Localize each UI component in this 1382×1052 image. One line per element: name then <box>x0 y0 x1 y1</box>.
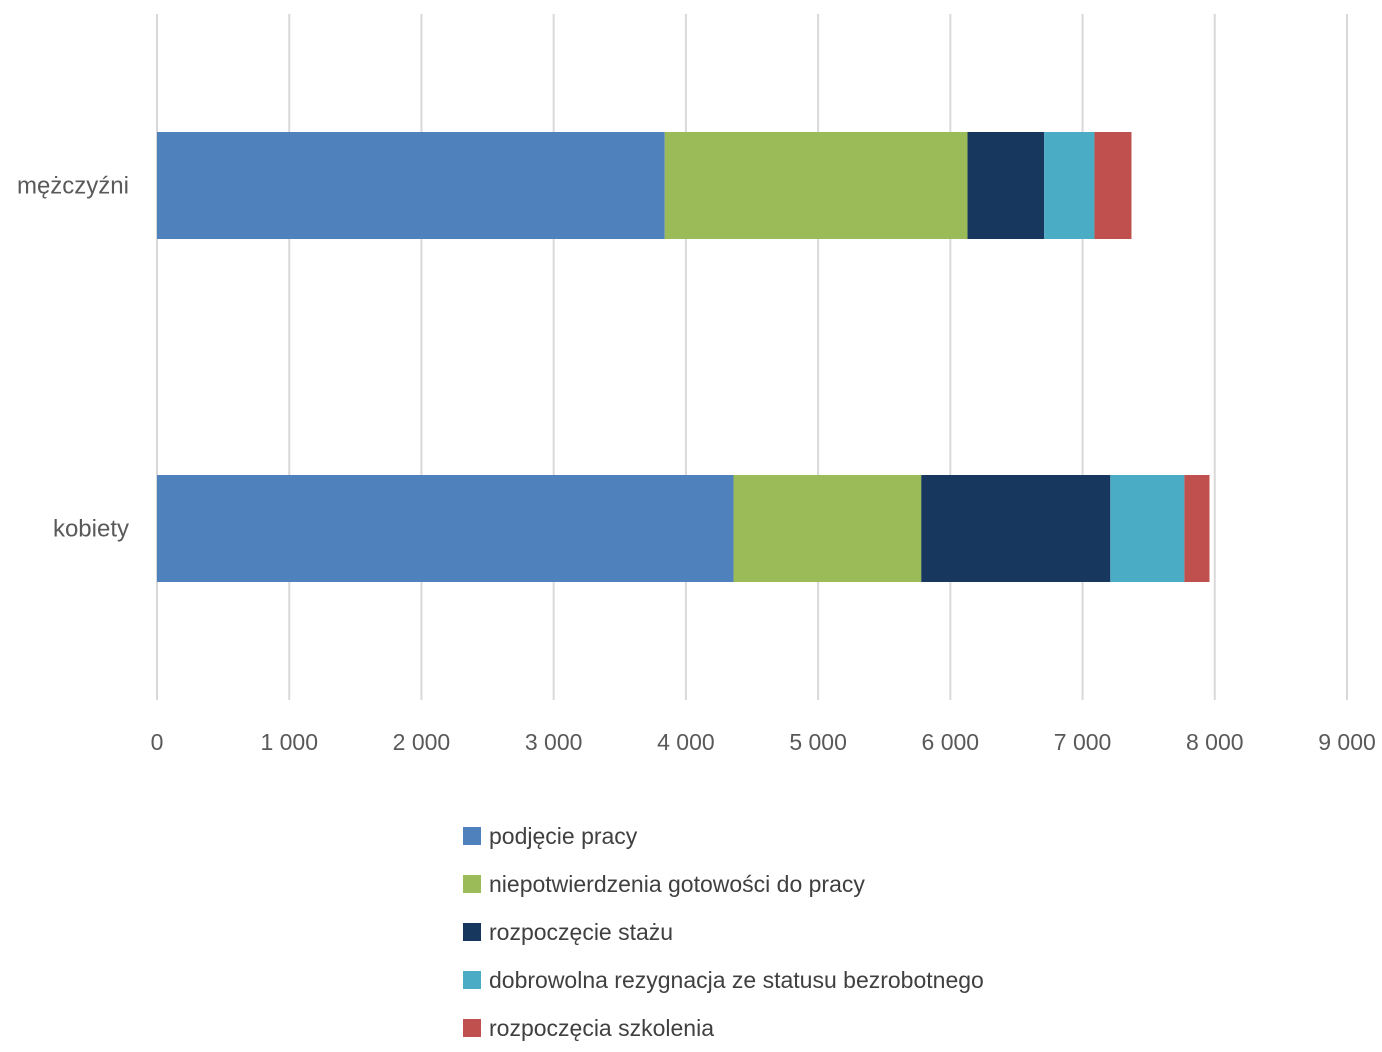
category-label: kobiety <box>53 516 129 543</box>
bar-segment <box>733 475 922 582</box>
bars <box>157 132 1210 582</box>
bar-segment <box>1044 132 1095 239</box>
legend-label: niepotwierdzenia gotowości do pracy <box>489 870 865 897</box>
x-tick-label: 0 <box>151 729 164 755</box>
x-tick-label: 2 000 <box>393 729 451 755</box>
bar-segment <box>664 132 968 239</box>
legend-label: dobrowolna rezygnacja ze statusu bezrobo… <box>489 966 984 993</box>
x-tick-label: 4 000 <box>657 729 715 755</box>
bar-segment <box>157 132 665 239</box>
legend-swatch <box>463 923 481 941</box>
legend-swatch <box>463 827 481 845</box>
x-tick-labels: 0 1 000 2 000 3 000 4 000 5 000 6 000 7 000 8 00… <box>151 729 1376 755</box>
legend-label: podjęcie pracy <box>489 822 638 849</box>
legend-label: rozpoczęcia szkolenia <box>489 1014 715 1041</box>
x-tick-label: 3 000 <box>525 729 583 755</box>
bar-segment <box>921 475 1111 582</box>
x-tick-label: 6 000 <box>922 729 980 755</box>
bar-segment <box>1094 132 1132 239</box>
x-tick-label: 9 000 <box>1318 729 1376 755</box>
legend-item: niepotwierdzenia gotowości do pracy <box>463 860 984 908</box>
bar-segment <box>1110 475 1185 582</box>
stacked-bar-chart: kobiety mężczyźni 0 1 000 2 000 3 000 4 000 5 … <box>17 14 1376 755</box>
category-labels: kobiety mężczyźni <box>17 173 129 543</box>
legend-label: rozpoczęcie stażu <box>489 918 674 945</box>
legend-swatch <box>463 875 481 893</box>
bar-segment <box>967 132 1045 239</box>
bar-segment <box>1184 475 1210 582</box>
legend-item: rozpoczęcie stażu <box>463 908 984 956</box>
legend-item: podjęcie pracy <box>463 812 984 860</box>
category-label: mężczyźni <box>17 173 129 200</box>
bar-segment <box>157 475 734 582</box>
legend: podjęcie pracy niepotwierdzenia gotowości… <box>463 812 984 1052</box>
legend-swatch <box>463 971 481 989</box>
gridlines <box>156 14 1348 700</box>
x-tick-label: 5 000 <box>789 729 847 755</box>
legend-item: dobrowolna rezygnacja ze statusu bezrobo… <box>463 956 984 1004</box>
x-tick-label: 7 000 <box>1054 729 1112 755</box>
x-tick-label: 8 000 <box>1186 729 1244 755</box>
x-tick-label: 1 000 <box>260 729 318 755</box>
legend-swatch <box>463 1019 481 1037</box>
legend-item: rozpoczęcia szkolenia <box>463 1004 984 1052</box>
